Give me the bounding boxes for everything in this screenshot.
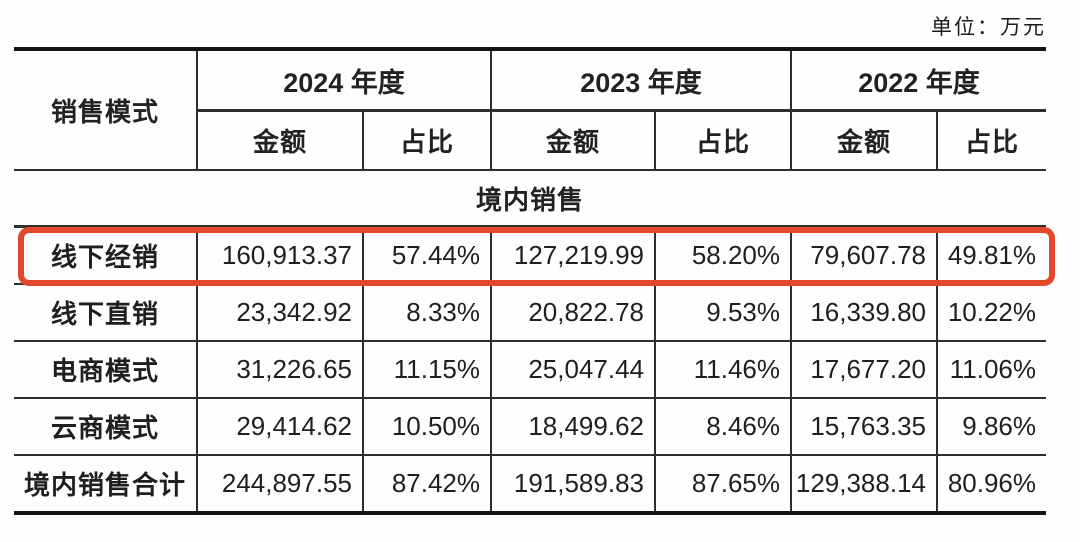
table-body: 线下经销 160,913.37 57.44% 127,219.99 58.20% 79,6… bbox=[14, 227, 1055, 511]
value-cell: 9.86% bbox=[962, 411, 1036, 441]
sales-mode-table: 销售模式 2024 年度 2023 年度 2022 年度 金额 占比 金额 占比… bbox=[14, 47, 1055, 515]
amount-header: 金额 bbox=[792, 112, 938, 169]
table-header: 销售模式 2024 年度 2023 年度 2022 年度 金额 占比 金额 占比… bbox=[14, 51, 1046, 171]
value-cell: 23,342.92 bbox=[198, 285, 364, 340]
value-cell: 15,763.35 bbox=[792, 399, 938, 454]
table-row: 线下经销 160,913.37 57.44% 127,219.99 58.20% 79,6… bbox=[14, 227, 1055, 286]
year-header-2024: 2024 年度 bbox=[198, 51, 492, 112]
value-cell: 31,226.65 bbox=[198, 342, 364, 397]
value-cell: 11.15% bbox=[364, 342, 492, 397]
row-label: 线下经销 bbox=[14, 228, 198, 283]
year-header-2023: 2023 年度 bbox=[492, 51, 792, 112]
value-cell: 57.44% bbox=[364, 228, 492, 283]
table-row: 电商模式 31,226.65 11.15% 25,047.44 11.46% 17,677… bbox=[14, 342, 1046, 399]
value-cell: 29,414.62 bbox=[198, 399, 364, 454]
value-cell: 244,897.55 bbox=[198, 456, 364, 511]
value-cell: 80.96% bbox=[947, 468, 1036, 498]
value-cell: 160,913.37 bbox=[198, 228, 364, 283]
value-cell: 9.53% bbox=[656, 285, 792, 340]
row-label: 线下直销 bbox=[14, 285, 198, 340]
value-cell: 8.46% bbox=[656, 399, 792, 454]
value-cell: 79,607.78 bbox=[792, 228, 938, 283]
value-cell: 17,677.20 bbox=[792, 342, 938, 397]
value-cell: 49.81% bbox=[947, 240, 1036, 270]
table-row: 境内销售合计 244,897.55 87.42% 191,589.83 87.65% 12… bbox=[14, 456, 1046, 511]
amount-header: 金额 bbox=[198, 112, 364, 169]
value-cell: 127,219.99 bbox=[492, 228, 656, 283]
value-cell: 8.33% bbox=[364, 285, 492, 340]
value-cell: 10.50% bbox=[364, 399, 492, 454]
unit-label: 单位：万元 bbox=[931, 16, 1046, 39]
table-row: 线下直销 23,342.92 8.33% 20,822.78 9.53% 16,339.8… bbox=[14, 285, 1046, 342]
section-header-domestic-sales: 境内销售 bbox=[14, 171, 1046, 228]
ratio-header: 占比 bbox=[364, 112, 492, 169]
value-cell: 191,589.83 bbox=[492, 456, 656, 511]
value-cell: 11.46% bbox=[656, 342, 792, 397]
value-cell: 129,388.14 bbox=[792, 456, 938, 511]
value-cell: 87.42% bbox=[364, 456, 492, 511]
value-cell: 10.22% bbox=[947, 297, 1036, 327]
year-header-2022: 2022 年度 bbox=[792, 51, 1046, 112]
ratio-header: 占比 bbox=[964, 127, 1019, 157]
value-cell: 11.06% bbox=[949, 354, 1036, 384]
amount-header: 金额 bbox=[492, 112, 656, 169]
value-cell: 25,047.44 bbox=[492, 342, 656, 397]
value-cell: 58.20% bbox=[656, 228, 792, 283]
row-label: 电商模式 bbox=[14, 342, 198, 397]
row-label: 境内销售合计 bbox=[14, 456, 198, 511]
ratio-header: 占比 bbox=[656, 112, 792, 169]
value-cell: 18,499.62 bbox=[492, 399, 656, 454]
value-cell: 87.65% bbox=[656, 456, 792, 511]
table-row: 云商模式 29,414.62 10.50% 18,499.62 8.46% 15,763.… bbox=[14, 399, 1046, 456]
column-header-sales-mode: 销售模式 bbox=[14, 51, 198, 169]
row-label: 云商模式 bbox=[14, 399, 198, 454]
value-cell: 16,339.80 bbox=[792, 285, 938, 340]
value-cell: 20,822.78 bbox=[492, 285, 656, 340]
